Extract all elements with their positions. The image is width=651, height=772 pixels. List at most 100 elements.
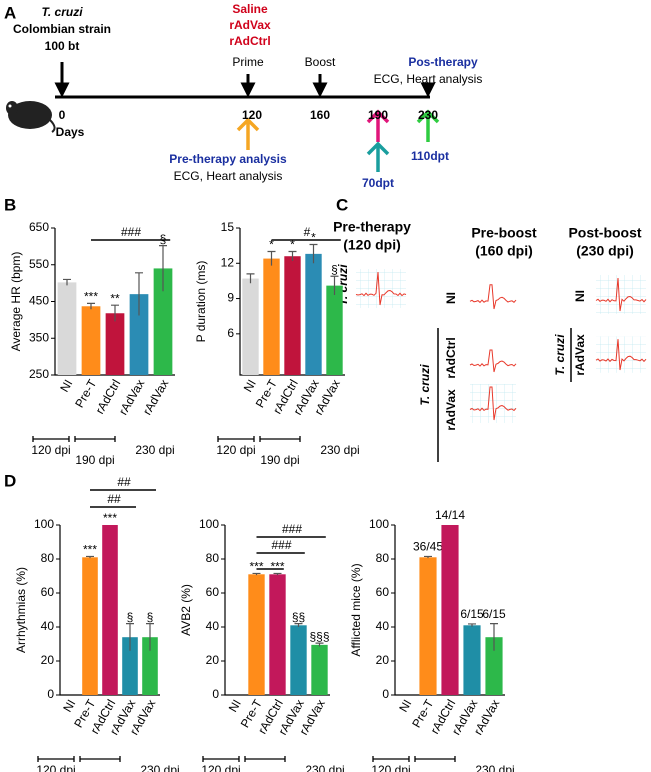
bar	[419, 557, 437, 695]
bar	[463, 625, 481, 695]
y-tick-label: 350	[29, 330, 49, 344]
error-bar	[288, 250, 297, 261]
y-tick-label: 100	[34, 517, 54, 531]
bar	[102, 525, 118, 695]
y-tick-label: 550	[29, 257, 49, 271]
comparison-label: ###	[121, 225, 141, 239]
y-tick-label: 15	[221, 220, 235, 234]
annotation: *	[311, 231, 316, 245]
day: 230	[418, 108, 438, 122]
panel-label: B	[4, 195, 16, 214]
bar	[290, 625, 307, 695]
error-bar	[246, 273, 255, 284]
group-label: 230 dpi	[305, 763, 344, 772]
group-label: 120 dpi	[201, 763, 240, 772]
error-bar	[273, 572, 282, 576]
y-tick-label: 20	[376, 653, 390, 667]
ecg-column-title: Pre-therapy	[333, 219, 411, 235]
annotation: §	[127, 610, 134, 624]
error-bar	[87, 302, 95, 310]
y-tick-label: 80	[206, 551, 220, 565]
dpt-label: 70dpt	[362, 176, 394, 190]
error-bar	[63, 278, 71, 286]
annotation: ***	[103, 511, 117, 525]
comparison-label: ##	[117, 475, 131, 489]
bar	[153, 268, 173, 375]
y-tick-label: 80	[376, 551, 390, 565]
y-tick-label: 250	[29, 367, 49, 381]
y-tick-label: 100	[369, 517, 389, 531]
dpt-label: 110dpt	[411, 149, 449, 163]
ecg-column-title: (230 dpi)	[576, 243, 634, 259]
annotation: ***	[270, 560, 284, 574]
bar	[263, 258, 280, 375]
bar	[242, 278, 259, 375]
annotation: **	[110, 291, 120, 305]
error-bar	[315, 642, 324, 647]
treatment: Saline	[232, 2, 268, 16]
day: 120	[242, 108, 262, 122]
bar	[248, 574, 265, 695]
y-tick-label: 60	[206, 585, 220, 599]
group-bracket	[259, 436, 301, 442]
annotation: §	[160, 232, 167, 246]
ecg-trace	[469, 386, 517, 421]
ecg-column-title: Post-boost	[568, 225, 641, 241]
y-tick-label: 450	[29, 294, 49, 308]
y-tick-label: 40	[41, 619, 55, 633]
group-bracket	[414, 756, 456, 762]
bar	[441, 525, 459, 695]
comparison-label: ###	[271, 538, 291, 552]
error-bar	[135, 272, 143, 316]
bar	[129, 294, 149, 375]
panel-label: A	[4, 3, 16, 22]
y-axis-label: Average HR (bpm)	[9, 252, 23, 352]
ecg-column-title: Pre-boost	[471, 225, 537, 241]
error-bar	[330, 275, 339, 296]
treatment: rAdVax	[229, 18, 271, 32]
y-axis-label: Afflicted mice (%)	[349, 563, 363, 656]
error-bar	[252, 572, 261, 576]
y-axis-label: AVB2 (%)	[179, 584, 193, 636]
annotation: §	[147, 610, 154, 624]
timeline-arrows	[54, 62, 436, 98]
comparison-label: #	[304, 225, 311, 239]
y-tick-label: 80	[41, 551, 55, 565]
category-label: NI	[57, 377, 75, 394]
analysis-arrows	[236, 109, 440, 172]
day: 160	[310, 108, 330, 122]
error-bar	[146, 623, 154, 651]
group-bracket	[32, 436, 70, 442]
ecg-row-label: NI	[573, 290, 587, 302]
bar	[142, 637, 158, 695]
category-label: NI	[60, 697, 78, 714]
y-tick-label: 20	[41, 653, 55, 667]
annotation: ***	[83, 543, 97, 557]
error-bar	[294, 623, 303, 627]
group-bracket	[372, 756, 410, 762]
category-label: NI	[226, 697, 244, 714]
group-label: 120 dpi	[31, 443, 70, 457]
annotation: 36/45	[413, 540, 443, 554]
annotation: §§§	[309, 629, 329, 643]
day: 190	[368, 108, 388, 122]
bar	[81, 306, 101, 375]
error-bar	[159, 245, 167, 292]
ecg-trace	[595, 277, 647, 312]
ecg-trace	[469, 284, 517, 310]
y-tick-label: 0	[47, 687, 54, 701]
ecg-row-label: rAdVax	[573, 334, 587, 376]
prime-label: Prime	[232, 55, 264, 69]
error-bar	[86, 555, 94, 559]
group-bracket	[217, 436, 255, 442]
annotation: §§	[292, 610, 305, 624]
boost-label: Boost	[305, 55, 336, 69]
error-bar	[424, 555, 432, 559]
group-label: 230 dpi	[140, 763, 179, 772]
group-bracket	[244, 756, 286, 762]
y-tick-label: 60	[41, 585, 55, 599]
y-tick-label: 40	[376, 619, 390, 633]
y-tick-label: 12	[221, 255, 235, 269]
ecg-row-label: NI	[444, 292, 458, 304]
